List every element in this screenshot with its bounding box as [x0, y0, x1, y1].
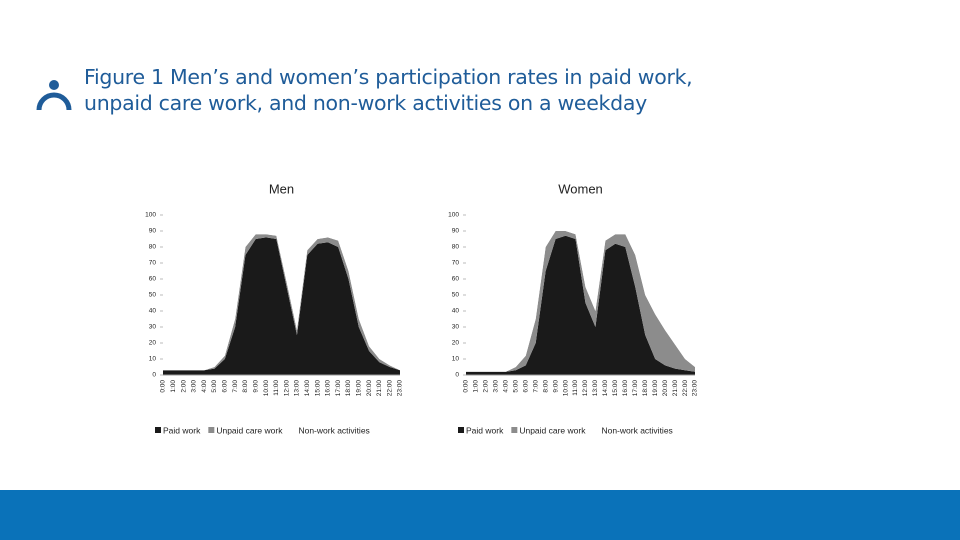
y-tick-label: 100: [448, 212, 459, 219]
y-tick-label: 70: [452, 260, 460, 267]
legend-swatch: [208, 427, 215, 433]
x-tick-label: 5:00: [211, 380, 218, 393]
x-tick-label: 4:00: [201, 380, 208, 393]
x-tick-label: 13:00: [592, 380, 599, 397]
x-tick-label: 12:00: [283, 380, 290, 397]
y-tick-label: 100: [145, 212, 156, 219]
x-tick-label: 3:00: [191, 380, 198, 393]
y-tick-label: 50: [149, 292, 157, 299]
x-tick-label: 16:00: [622, 380, 629, 397]
x-tick-label: 19:00: [652, 380, 659, 397]
area: [163, 237, 400, 375]
x-tick-label: 13:00: [294, 380, 301, 397]
slide-title: Figure 1 Men’s and women’s participation…: [84, 65, 693, 115]
y-tick-label: 30: [149, 324, 157, 331]
y-tick-label: 40: [452, 308, 460, 315]
x-tick-label: 22:00: [386, 380, 393, 397]
y-tick-label: 40: [149, 308, 157, 315]
legend-swatch: [155, 427, 161, 433]
x-tick-label: 19:00: [356, 380, 363, 397]
legend-swatch: [458, 427, 464, 433]
y-tick-label: 60: [149, 276, 157, 283]
x-tick-label: 21:00: [376, 380, 383, 397]
x-tick-label: 2:00: [483, 380, 490, 393]
x-tick-label: 4:00: [503, 380, 510, 393]
chart: Women 0 10 20 30 40 50 60 70 80 90 100 0:00 1:00 2:00 3…: [441, 170, 703, 448]
x-tick-label: 18:00: [642, 380, 649, 397]
x-tick-label: 22:00: [682, 380, 689, 397]
x-tick-label: 15:00: [314, 380, 321, 397]
x-tick-label: 11:00: [273, 380, 280, 396]
x-tick-label: 2:00: [180, 380, 187, 393]
area: [466, 235, 695, 375]
legend-label: Unpaid care work: [519, 425, 586, 435]
x-tick-label: 1:00: [170, 380, 177, 393]
footer-bar: [0, 490, 960, 540]
x-tick-label: 20:00: [366, 380, 373, 397]
y-tick-label: 0: [152, 372, 156, 379]
x-tick-label: 10:00: [562, 380, 569, 397]
x-tick-label: 16:00: [325, 380, 332, 397]
x-tick-label: 7:00: [232, 380, 239, 393]
legend-label: Unpaid care work: [216, 425, 283, 435]
y-tick-label: 90: [452, 228, 460, 235]
area: [163, 234, 400, 371]
x-tick-label: 8:00: [242, 380, 249, 393]
x-tick-label: 5:00: [513, 380, 520, 393]
y-tick-label: 60: [452, 276, 460, 283]
x-tick-label: 23:00: [397, 380, 404, 397]
x-tick-label: 18:00: [345, 380, 352, 397]
y-tick-label: 80: [452, 244, 460, 251]
x-tick-label: 7:00: [532, 380, 539, 393]
y-tick-label: 30: [452, 324, 460, 331]
y-tick-label: 80: [149, 244, 157, 251]
x-tick-label: 3:00: [493, 380, 500, 393]
x-tick-label: 12:00: [582, 380, 589, 397]
x-tick-label: 17:00: [335, 380, 342, 397]
x-tick-label: 20:00: [662, 380, 669, 397]
legend-label: Non-work activities: [601, 425, 672, 435]
x-tick-label: 8:00: [542, 380, 549, 393]
y-tick-label: 90: [149, 228, 157, 235]
person-icon: [36, 80, 72, 111]
y-tick-label: 20: [149, 340, 157, 347]
x-tick-label: 0:00: [160, 380, 167, 393]
x-tick-label: 21:00: [672, 380, 679, 397]
x-tick-label: 0:00: [463, 380, 470, 393]
x-tick-label: 1:00: [473, 380, 480, 393]
x-tick-label: 17:00: [632, 380, 639, 397]
y-tick-label: 10: [149, 356, 157, 363]
legend-label: Paid work: [163, 425, 201, 435]
area: [163, 215, 400, 371]
legend-label: Non-work activities: [298, 425, 369, 435]
x-tick-label: 6:00: [522, 380, 529, 393]
legend-swatch: [593, 427, 600, 433]
x-tick-label: 14:00: [304, 380, 311, 397]
x-tick-label: 9:00: [252, 380, 259, 393]
chart-title: Men: [269, 181, 294, 196]
legend-label: Paid work: [466, 425, 504, 435]
x-tick-label: 10:00: [263, 380, 270, 397]
x-tick-label: 14:00: [602, 380, 609, 397]
x-tick-label: 11:00: [572, 380, 579, 396]
chart: Men 0 10 20 30 40 50 60 70 80 90 100 0:00 1:00 2:00 3:0…: [138, 170, 408, 448]
x-tick-label: 6:00: [222, 380, 229, 393]
legend-swatch: [511, 427, 518, 433]
y-tick-label: 50: [452, 292, 460, 299]
y-tick-label: 20: [452, 340, 460, 347]
area: [466, 215, 695, 372]
x-tick-label: 9:00: [552, 380, 559, 393]
y-tick-label: 0: [455, 372, 459, 379]
y-tick-label: 10: [452, 356, 460, 363]
x-tick-label: 23:00: [692, 380, 699, 397]
legend-swatch: [290, 427, 297, 433]
x-tick-label: 15:00: [612, 380, 619, 397]
area: [466, 231, 695, 372]
y-tick-label: 70: [149, 260, 157, 267]
chart-title: Women: [558, 181, 603, 196]
